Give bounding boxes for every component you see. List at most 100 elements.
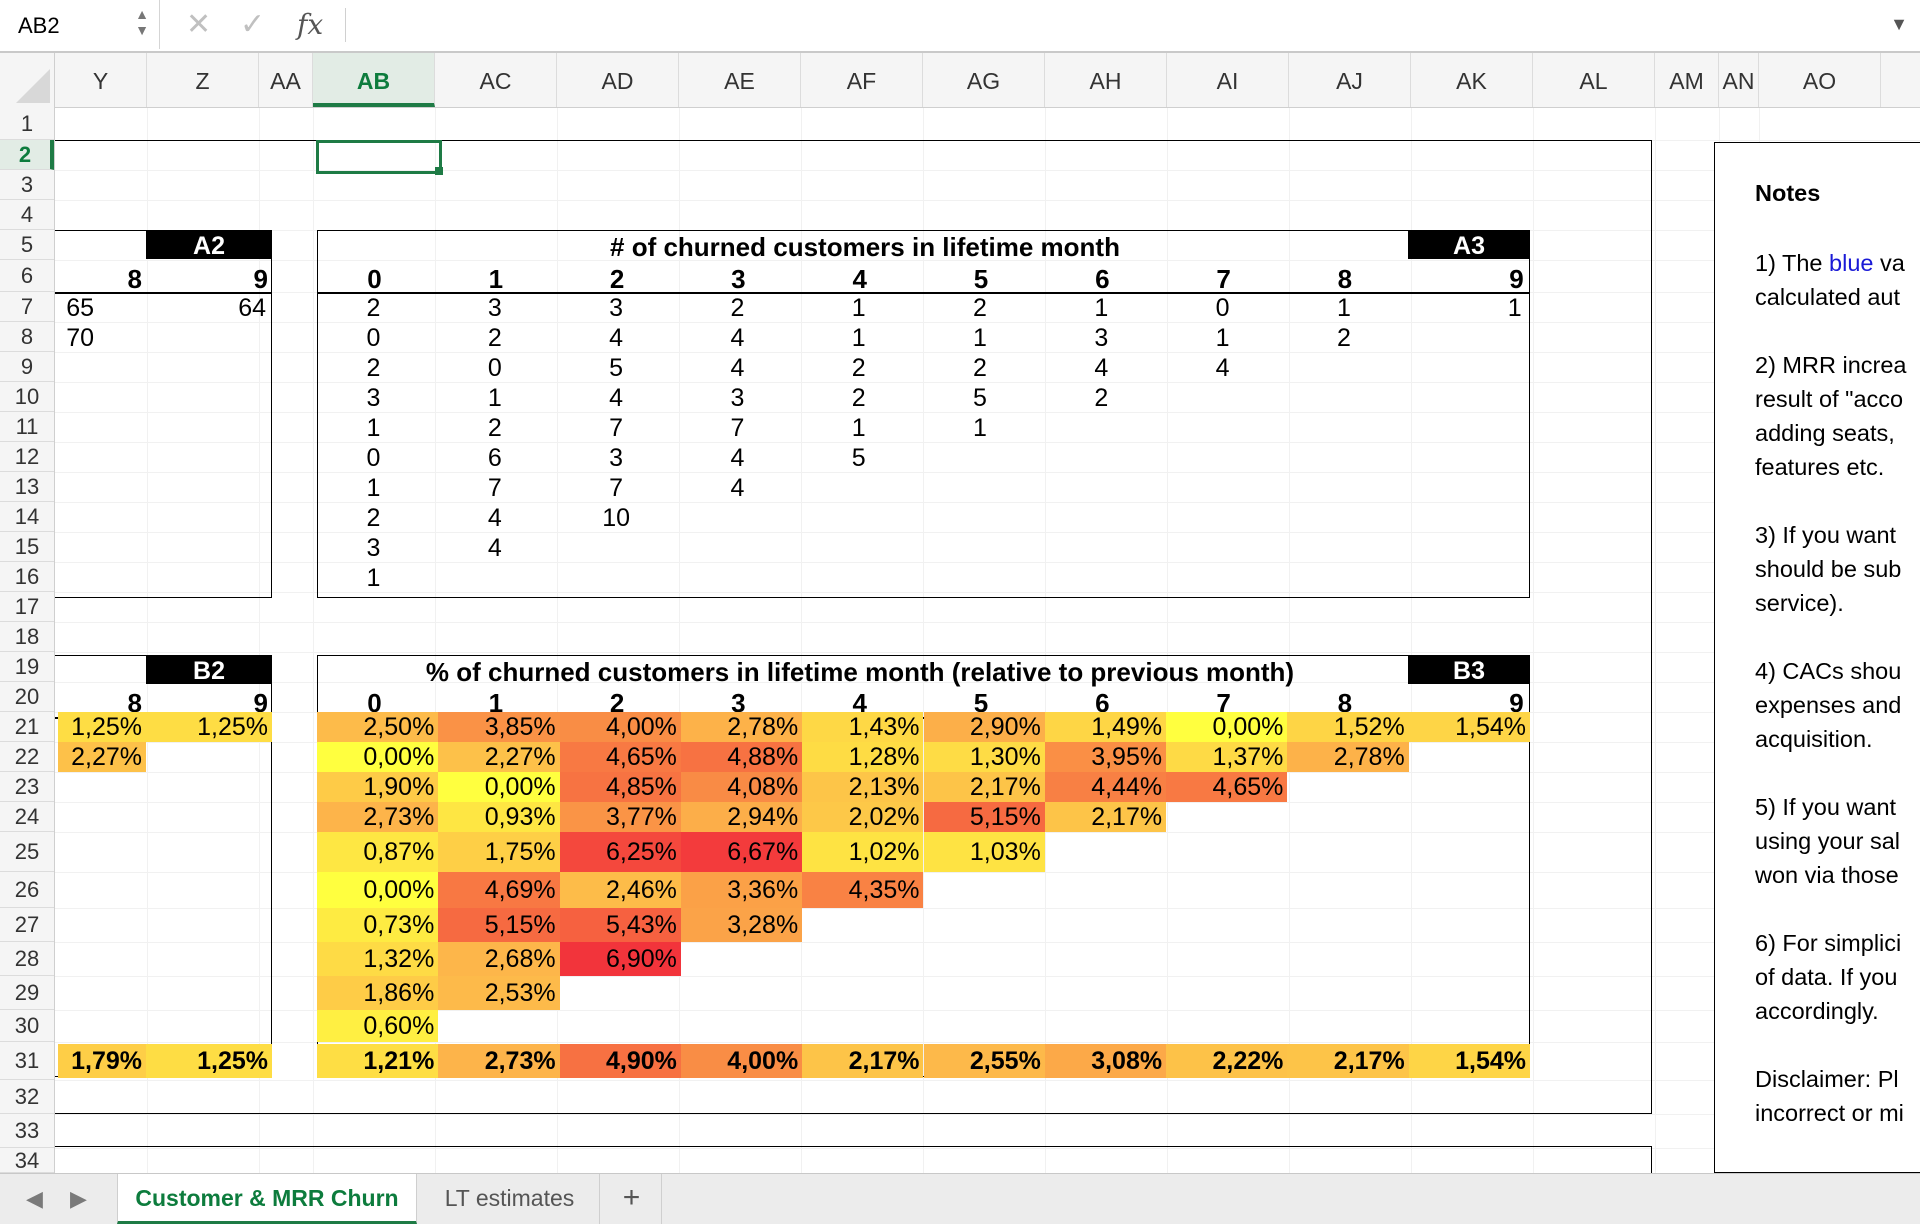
table-a3-col-header: 2 xyxy=(609,264,625,294)
row-header-1[interactable]: 1 xyxy=(0,107,54,140)
column-header-ae[interactable]: AE xyxy=(679,53,801,107)
table-a3-cell: 1 xyxy=(1336,294,1351,322)
column-header-ah[interactable]: AH xyxy=(1045,53,1167,107)
notes-line: 2) MRR increa xyxy=(1755,348,1906,382)
cancel-icon[interactable]: ✕ xyxy=(186,8,212,41)
row-header-12[interactable]: 12 xyxy=(0,442,54,472)
table-b3-heat-cell: 3,77% xyxy=(559,802,681,832)
column-header-ai[interactable]: AI xyxy=(1167,53,1289,107)
notes-line: 3) If you want xyxy=(1755,518,1896,552)
table-b3-total-cell: 2,73% xyxy=(438,1044,560,1078)
table-b3-heat-cell: 1,86% xyxy=(317,976,439,1010)
row-header-30[interactable]: 30 xyxy=(0,1010,54,1042)
check-icon[interactable]: ✓ xyxy=(240,8,266,41)
row-header-11[interactable]: 11 xyxy=(0,412,54,442)
table-b3-title: % of churned customers in lifetime month… xyxy=(425,657,1295,687)
column-header-aa[interactable]: AA xyxy=(259,53,313,107)
row-header-26[interactable]: 26 xyxy=(0,872,54,908)
notes-text: incorrect or mi xyxy=(1755,1100,1904,1126)
name-box[interactable]: AB2 ▲ ▼ xyxy=(0,0,160,49)
row-header-5[interactable]: 5 xyxy=(0,230,54,260)
row-header-16[interactable]: 16 xyxy=(0,562,54,592)
row-header-21[interactable]: 21 xyxy=(0,712,54,742)
notes-text: accordingly. xyxy=(1755,998,1879,1024)
table-a3-cell: 7 xyxy=(609,474,624,502)
row-header-6[interactable]: 6 xyxy=(0,260,54,292)
table-b3-heat-cell: 2,68% xyxy=(438,942,560,976)
table-b3-tag: B3 xyxy=(1408,656,1530,685)
table-a3-cell: 1 xyxy=(851,414,866,442)
select-all-corner[interactable] xyxy=(0,53,55,107)
column-header-ao[interactable]: AO xyxy=(1759,53,1881,107)
table-a3-col-header: 1 xyxy=(488,264,504,294)
table-b3-heat-cell: 2,17% xyxy=(923,772,1045,802)
notes-text: Disclaimer: Pl xyxy=(1755,1066,1899,1092)
row-header-31[interactable]: 31 xyxy=(0,1042,54,1080)
next-sheet-icon[interactable]: ▶ xyxy=(70,1186,87,1211)
column-header-ak[interactable]: AK xyxy=(1411,53,1533,107)
table-b3-heat-cell: 2,90% xyxy=(923,712,1045,742)
column-header-ag[interactable]: AG xyxy=(923,53,1045,107)
grid-hline xyxy=(55,1010,1920,1011)
table-a2-cell: 64 xyxy=(238,294,266,322)
row-header-34[interactable]: 34 xyxy=(0,1148,54,1173)
grid-hline xyxy=(55,200,1920,201)
row-header-25[interactable]: 25 xyxy=(0,832,54,872)
name-box-stepper-icon[interactable]: ▲ ▼ xyxy=(135,6,149,38)
row-header-22[interactable]: 22 xyxy=(0,742,54,772)
row-header-2[interactable]: 2 xyxy=(0,140,54,170)
row-header-19[interactable]: 19 xyxy=(0,652,54,682)
row-header-27[interactable]: 27 xyxy=(0,908,54,942)
column-header-ad[interactable]: AD xyxy=(557,53,679,107)
row-header-29[interactable]: 29 xyxy=(0,976,54,1010)
row-header-32[interactable]: 32 xyxy=(0,1080,54,1114)
table-a2-tag: A2 xyxy=(146,231,272,260)
row-header-28[interactable]: 28 xyxy=(0,942,54,976)
grid-hline xyxy=(55,502,1920,503)
row-header-24[interactable]: 24 xyxy=(0,802,54,832)
row-header-20[interactable]: 20 xyxy=(0,682,54,712)
column-header-ac[interactable]: AC xyxy=(435,53,557,107)
chevron-down-icon[interactable]: ▼ xyxy=(1890,14,1908,34)
column-header-an[interactable]: AN xyxy=(1719,53,1759,107)
row-header-10[interactable]: 10 xyxy=(0,382,54,412)
grid-hline xyxy=(55,622,1920,623)
row-header-4[interactable]: 4 xyxy=(0,200,54,230)
tab-customer-mrr-churn[interactable]: Customer & MRR Churn xyxy=(117,1174,417,1224)
row-header-17[interactable]: 17 xyxy=(0,592,54,622)
prev-sheet-icon[interactable]: ◀ xyxy=(26,1186,43,1211)
table-b3-heat-cell: 5,43% xyxy=(559,908,681,942)
table-a3-cell: 3 xyxy=(1094,324,1109,352)
row-header-18[interactable]: 18 xyxy=(0,622,54,652)
row-header-33[interactable]: 33 xyxy=(0,1114,54,1148)
row-header-7[interactable]: 7 xyxy=(0,292,54,322)
add-sheet-button[interactable]: + xyxy=(602,1174,662,1224)
row-header-14[interactable]: 14 xyxy=(0,502,54,532)
tab-lt-estimates[interactable]: LT estimates xyxy=(420,1174,600,1224)
table-a3-border xyxy=(317,230,1530,598)
column-header-y[interactable]: Y xyxy=(55,53,147,107)
row-header-23[interactable]: 23 xyxy=(0,772,54,802)
row-header-3[interactable]: 3 xyxy=(0,170,54,200)
grid-vline xyxy=(313,108,314,1173)
column-header-af[interactable]: AF xyxy=(801,53,923,107)
row-header-8[interactable]: 8 xyxy=(0,322,54,352)
function-icon[interactable]: fx xyxy=(297,8,324,41)
column-header-z[interactable]: Z xyxy=(147,53,259,107)
sheet-grid[interactable]: A2 8 9 65 64 70 A3 # of churned customers in li… xyxy=(55,108,1920,1173)
selected-cell[interactable] xyxy=(316,140,442,174)
column-header-ab[interactable]: AB xyxy=(313,53,435,107)
fill-handle[interactable] xyxy=(435,167,443,175)
grid-hline xyxy=(55,976,1920,977)
formula-input[interactable] xyxy=(355,0,1855,49)
grid-hline xyxy=(55,382,1920,383)
notes-line: incorrect or mi xyxy=(1755,1096,1904,1130)
column-header-al[interactable]: AL xyxy=(1533,53,1655,107)
row-header-9[interactable]: 9 xyxy=(0,352,54,382)
row-header-15[interactable]: 15 xyxy=(0,532,54,562)
column-header-aj[interactable]: AJ xyxy=(1289,53,1411,107)
column-header-am[interactable]: AM xyxy=(1655,53,1719,107)
table-a3-tag: A3 xyxy=(1408,231,1530,260)
table-b3-col-header: 7 xyxy=(1216,688,1231,718)
row-header-13[interactable]: 13 xyxy=(0,472,54,502)
